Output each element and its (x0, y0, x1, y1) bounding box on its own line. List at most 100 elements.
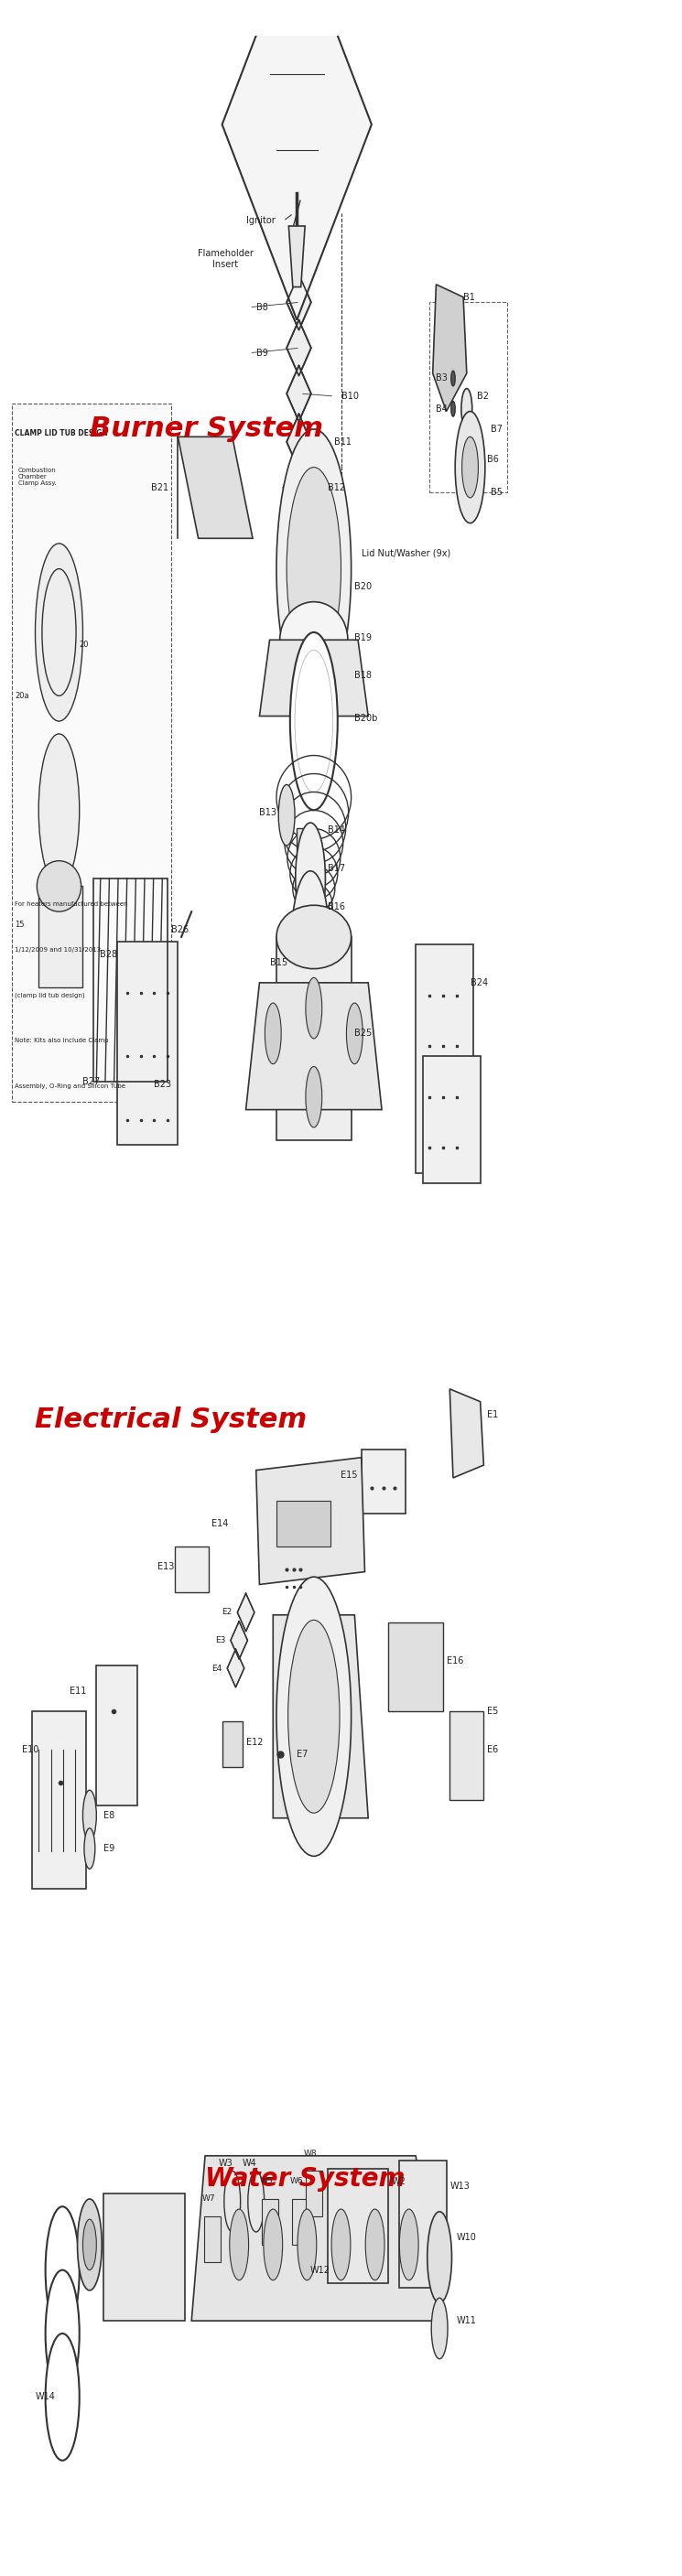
Text: B21: B21 (151, 482, 168, 492)
Circle shape (224, 2172, 241, 2231)
Text: W11: W11 (456, 2316, 477, 2326)
Circle shape (42, 569, 76, 696)
Polygon shape (449, 1388, 484, 1479)
Text: CLAMP LID TUB DESIGN: CLAMP LID TUB DESIGN (15, 430, 108, 438)
Polygon shape (222, 0, 372, 319)
Polygon shape (237, 1595, 254, 1631)
Text: B5: B5 (490, 487, 503, 497)
Circle shape (46, 2334, 79, 2460)
Circle shape (39, 734, 79, 886)
Text: E1: E1 (487, 1409, 499, 1419)
Text: B20b: B20b (355, 714, 378, 724)
Text: B27: B27 (83, 1077, 100, 1087)
Text: B17: B17 (327, 863, 345, 873)
Text: W10: W10 (456, 2233, 477, 2241)
Text: Water System: Water System (205, 2166, 405, 2192)
Circle shape (83, 2221, 96, 2269)
Text: E16: E16 (446, 1656, 463, 1664)
Text: W2: W2 (392, 2177, 406, 2187)
Text: E8: E8 (103, 1811, 115, 1821)
Ellipse shape (37, 860, 81, 912)
Circle shape (276, 430, 351, 708)
Text: B26: B26 (171, 925, 189, 935)
Polygon shape (286, 366, 311, 422)
Bar (32, 1710, 86, 1888)
Text: B12: B12 (327, 482, 345, 492)
Text: E7: E7 (297, 1749, 308, 1759)
Text: B19: B19 (355, 634, 372, 641)
Bar (292, 2200, 309, 2244)
Text: B8: B8 (256, 304, 268, 312)
Text: B4: B4 (436, 404, 448, 412)
Text: W13: W13 (449, 2182, 470, 2190)
Circle shape (291, 871, 329, 1012)
Circle shape (451, 371, 455, 386)
Polygon shape (283, 448, 317, 526)
Bar (430, 301, 507, 492)
Circle shape (461, 389, 472, 430)
Bar (327, 2169, 389, 2282)
Bar (222, 1721, 243, 1767)
Bar (12, 404, 171, 1103)
Polygon shape (192, 2156, 443, 2321)
Polygon shape (246, 981, 382, 1110)
Circle shape (46, 2269, 79, 2398)
Circle shape (295, 649, 333, 793)
Bar (306, 2172, 323, 2218)
Circle shape (400, 2210, 419, 2280)
Polygon shape (297, 827, 314, 853)
Text: For heaters manufactured between: For heaters manufactured between (15, 902, 128, 907)
Text: W6: W6 (290, 2177, 303, 2184)
Bar (93, 878, 168, 1082)
Circle shape (462, 438, 478, 497)
Bar (399, 2161, 446, 2287)
Polygon shape (178, 438, 252, 538)
Text: W12: W12 (310, 2264, 331, 2275)
Circle shape (451, 402, 455, 417)
Circle shape (297, 2210, 316, 2280)
Circle shape (295, 822, 325, 935)
Text: E12: E12 (246, 1736, 263, 1747)
Circle shape (230, 2210, 249, 2280)
Text: E5: E5 (487, 1708, 499, 1716)
Circle shape (77, 2200, 102, 2290)
Text: E9: E9 (103, 1844, 115, 1852)
Polygon shape (259, 639, 368, 716)
Text: B13: B13 (259, 809, 277, 817)
Text: B10: B10 (341, 392, 359, 402)
Ellipse shape (276, 904, 351, 969)
Circle shape (46, 2208, 79, 2334)
Text: B28: B28 (100, 951, 117, 958)
Bar (276, 1502, 331, 1546)
Text: E2: E2 (222, 1607, 233, 1618)
Text: B9: B9 (256, 348, 268, 358)
Text: B25: B25 (355, 1028, 372, 1038)
Text: W7: W7 (202, 2195, 215, 2202)
Text: B16: B16 (327, 902, 345, 912)
Circle shape (263, 2210, 282, 2280)
Polygon shape (227, 1649, 244, 1687)
Circle shape (84, 1829, 95, 1868)
Polygon shape (286, 273, 311, 330)
Circle shape (278, 786, 295, 845)
Text: E10: E10 (22, 1744, 38, 1754)
Circle shape (366, 2210, 385, 2280)
Bar (361, 1450, 406, 1512)
Text: 20: 20 (79, 641, 89, 649)
Circle shape (432, 2298, 447, 2360)
Text: B20: B20 (355, 582, 372, 590)
Text: 20a: 20a (15, 690, 29, 701)
Circle shape (276, 1577, 351, 1857)
Circle shape (346, 1002, 363, 1064)
Circle shape (455, 412, 485, 523)
Text: B6: B6 (487, 456, 499, 464)
Text: W14: W14 (35, 2393, 55, 2401)
Text: Assembly, O-Ring and Silicon Tube: Assembly, O-Ring and Silicon Tube (15, 1084, 125, 1090)
Text: W8: W8 (303, 2148, 317, 2156)
Text: W5: W5 (259, 2177, 273, 2184)
Text: E15: E15 (341, 1471, 358, 1479)
Bar (276, 938, 351, 1141)
Bar (416, 945, 473, 1172)
Text: B7: B7 (490, 425, 503, 433)
Bar (423, 1056, 480, 1182)
